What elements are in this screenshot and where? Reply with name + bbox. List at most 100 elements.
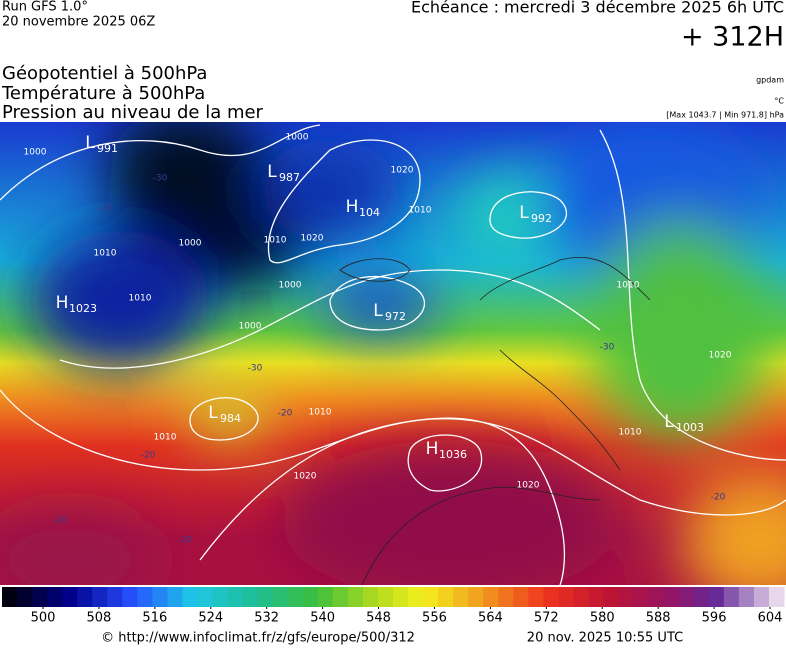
scale-tick-label: 516 bbox=[142, 611, 167, 626]
scale-swatch bbox=[603, 587, 620, 607]
scale-tick-label: 548 bbox=[366, 611, 391, 626]
temperature-label: -30 bbox=[600, 343, 615, 353]
isobar-label: 1020 bbox=[517, 481, 540, 491]
isobar-label: 1010 bbox=[94, 249, 117, 259]
scale-swatch bbox=[257, 587, 274, 607]
scale-swatch bbox=[708, 587, 725, 607]
valid-time: Echéance : mercredi 3 décembre 2025 6h U… bbox=[411, 0, 784, 17]
scale-swatch bbox=[768, 587, 785, 607]
pressure-center-kind: L bbox=[373, 301, 383, 321]
scale-swatch bbox=[528, 587, 544, 607]
pressure-center-kind: H bbox=[346, 197, 359, 217]
pressure-center-value: 991 bbox=[97, 142, 118, 155]
scale-swatch bbox=[107, 587, 123, 607]
isobar-label: 1010 bbox=[409, 206, 432, 216]
pressure-center-value: 987 bbox=[279, 171, 300, 184]
scale-swatch bbox=[663, 587, 680, 607]
run-date: 20 novembre 2025 06Z bbox=[2, 15, 155, 30]
scale-tick-label: 596 bbox=[702, 611, 727, 626]
temperature-label: -20 bbox=[98, 204, 113, 214]
pressure-center-value: 992 bbox=[531, 212, 552, 225]
pressure-center-kind: L bbox=[85, 133, 95, 153]
scale-tick-label: 556 bbox=[422, 611, 447, 626]
isobar-label: 1010 bbox=[154, 433, 177, 443]
scale-swatch bbox=[678, 587, 695, 607]
scale-tick-label: 572 bbox=[534, 611, 559, 626]
scale-swatch bbox=[423, 587, 439, 607]
scale-tick-label: 524 bbox=[198, 611, 223, 626]
isobar-label: 1000 bbox=[24, 148, 47, 158]
isobar-label: 1020 bbox=[709, 351, 732, 361]
scale-swatch bbox=[468, 587, 484, 607]
scale-swatch bbox=[573, 587, 589, 607]
field: Pression au niveau de la mer bbox=[2, 102, 264, 123]
run: Run GFS 1.0° bbox=[2, 0, 88, 15]
temperature-label: -20 bbox=[711, 493, 726, 503]
scale-swatch bbox=[317, 587, 334, 607]
scale-swatch bbox=[32, 587, 48, 607]
scale-tick-label: 532 bbox=[254, 611, 279, 626]
scale-swatch bbox=[47, 587, 63, 607]
scale-tick-label: 540 bbox=[310, 611, 335, 626]
scale-swatch bbox=[332, 587, 349, 607]
isobar-label: 1020 bbox=[301, 234, 324, 244]
scale-tick-label: 580 bbox=[590, 611, 615, 626]
pressure-center-kind: H bbox=[426, 439, 439, 459]
scale-swatch bbox=[182, 587, 198, 607]
lead-time: + 312H bbox=[681, 22, 784, 53]
pressure-center-kind: L bbox=[519, 203, 529, 223]
scale-tick-label: 588 bbox=[646, 611, 671, 626]
unit: °C bbox=[774, 97, 784, 106]
scale-swatch bbox=[483, 587, 499, 607]
isobar-label: 1010 bbox=[619, 428, 642, 438]
isobar-label: 1010 bbox=[264, 236, 287, 246]
isobar-label: 1000 bbox=[286, 133, 309, 143]
scale-swatch bbox=[633, 587, 650, 607]
scale-tick-label: 604 bbox=[758, 611, 783, 626]
temperature-label: -20 bbox=[178, 536, 193, 546]
source-url: © http://www.infoclimat.fr/z/gfs/europe/… bbox=[101, 631, 415, 646]
temperature-label: -20 bbox=[278, 409, 293, 419]
pressure-center-kind: H bbox=[56, 293, 69, 313]
scale-swatch bbox=[723, 587, 740, 607]
isobar-label: 1000 bbox=[179, 239, 202, 249]
scale-swatch bbox=[453, 587, 469, 607]
temperature-label: -30 bbox=[248, 364, 263, 374]
scale-swatch bbox=[377, 587, 394, 607]
scale-swatch bbox=[287, 587, 304, 607]
pressure-center-value: 104 bbox=[359, 206, 380, 219]
scale-swatch bbox=[738, 587, 755, 607]
scale-swatch bbox=[122, 587, 138, 607]
scale-swatch bbox=[152, 587, 168, 607]
pressure-center-value: 1003 bbox=[676, 421, 704, 434]
scale-swatch bbox=[62, 587, 78, 607]
scale-tick-label: 564 bbox=[478, 611, 503, 626]
scale-swatch bbox=[17, 587, 33, 607]
scale-swatch bbox=[272, 587, 289, 607]
scale-swatch bbox=[242, 587, 259, 607]
isobars bbox=[0, 124, 786, 585]
scale-swatch bbox=[212, 587, 229, 607]
pressure-center-kind: L bbox=[208, 403, 218, 423]
scale-swatch bbox=[227, 587, 244, 607]
isobar-label: 1000 bbox=[279, 281, 302, 291]
isobar-label: 1010 bbox=[309, 408, 332, 418]
scale-swatch bbox=[302, 587, 319, 607]
scale-swatch bbox=[408, 587, 424, 607]
isobar-label: 1020 bbox=[391, 166, 414, 176]
temperature-label: -20 bbox=[141, 451, 156, 461]
unit: gpdam bbox=[756, 76, 784, 85]
scale-swatch bbox=[543, 587, 559, 607]
scale-swatch bbox=[137, 587, 153, 607]
scale-tick-label: 508 bbox=[87, 611, 112, 626]
generated-time: 20 nov. 2025 10:55 UTC bbox=[527, 631, 683, 646]
coastlines bbox=[339, 257, 651, 585]
pressure-center-value: 1036 bbox=[439, 448, 467, 461]
scale-swatch bbox=[588, 587, 605, 607]
scale-swatch bbox=[753, 587, 770, 607]
scale-swatch bbox=[92, 587, 108, 607]
scale-swatch bbox=[362, 587, 379, 607]
pressure-center-kind: L bbox=[267, 162, 277, 182]
scale-swatch bbox=[2, 587, 18, 607]
